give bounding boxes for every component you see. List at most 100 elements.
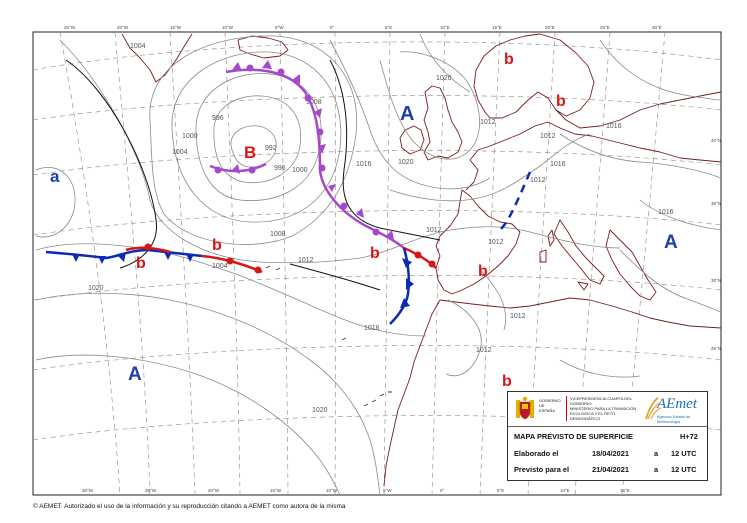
lead-time: H+72: [680, 432, 698, 441]
isobar-label: 1008: [270, 231, 286, 238]
isobar-label: 1020: [436, 75, 452, 82]
warm-front-atlantic: [125, 243, 263, 274]
lon-label-top: 10°W: [222, 25, 234, 30]
ministry-label: VICEPRESIDENCIA CUARTA DEL GOBIERNO MINI…: [566, 396, 642, 421]
isobar-1020-c: [35, 167, 76, 238]
lon-label-top: 30°E: [652, 25, 662, 30]
lon-label-top: 20°E: [545, 25, 555, 30]
lon-label-bottom: 15°E: [620, 488, 630, 493]
ministry-name-label: MINISTERIO PARA LA TRANSICIÓN ECOLÓGICA …: [570, 406, 637, 421]
valid-date: 21/04/2021: [592, 465, 629, 474]
graticule-labels: 25°W 20°W 15°W 10°W 5°W 0° 5°E 10°E 15°E…: [64, 25, 721, 493]
lon-label-bottom: 15°W: [270, 488, 282, 493]
isobar-1024: [35, 354, 341, 496]
lon-label-top: 0°: [330, 25, 335, 30]
copyright-notice: © AEMET. Autorizado el uso de la informa…: [33, 503, 346, 510]
lon-label-top: 10°E: [440, 25, 450, 30]
isobar-label: 1016: [658, 209, 674, 216]
isobar-1020-b: [379, 51, 480, 160]
isobar-1020-d: [619, 249, 722, 313]
isobar-label: 1012: [476, 347, 492, 354]
isobar-outer-ne: [599, 39, 722, 101]
isobar-label: 1016: [356, 161, 372, 168]
issued-time: 12 UTC: [671, 449, 697, 458]
isobar-1020: [35, 292, 381, 496]
weak-low-label: b: [478, 263, 488, 280]
isobar-outer-e: [639, 199, 722, 231]
isobar-label: 1016: [606, 123, 622, 130]
lon-label-bottom: 0°: [440, 488, 445, 493]
spain-coat-of-arms-icon: [516, 396, 534, 420]
lat-label-right: 30°N: [711, 278, 721, 283]
isobar-label: 1020: [88, 285, 104, 292]
isobar-label: 996: [274, 165, 286, 172]
lon-label-bottom: 20°W: [208, 488, 220, 493]
lon-label-bottom: 5°E: [497, 488, 504, 493]
africa-coast: [439, 297, 722, 329]
lat-label-right: 35°N: [711, 201, 721, 206]
isobar-1004: [171, 51, 342, 223]
west-africa-coast: [383, 299, 441, 487]
isobar-992: [230, 125, 277, 168]
isobar-label: 996: [212, 115, 224, 122]
isobar-label: 1012: [426, 227, 442, 234]
balkan-coast: [605, 229, 657, 301]
canary-islands: [363, 391, 392, 407]
isobar-label: 1012: [488, 239, 504, 246]
government-label: GOBIERNO DE ESPAÑA: [539, 398, 561, 413]
low-center-label: B: [244, 143, 256, 162]
isobar-1016-b: [329, 39, 491, 190]
trough-line: [499, 171, 532, 231]
lon-label-top: 15°W: [170, 25, 182, 30]
weak-low-label: b: [136, 255, 146, 272]
coastlines: [121, 33, 722, 487]
isobar-label: 1020: [398, 159, 414, 166]
isobar-label: 1012: [480, 119, 496, 126]
valid-time: 12 UTC: [671, 465, 697, 474]
cold-front-iberia: [389, 247, 414, 325]
isobar-label: 1012: [510, 313, 526, 320]
lon-label-bottom: 10°E: [560, 488, 570, 493]
isobar-label: 1012: [298, 257, 314, 264]
isobar-outer-n: [419, 33, 471, 93]
weak-low-label: b: [504, 51, 514, 68]
isobar-1012: [59, 39, 621, 264]
aemet-logo-icon: [645, 397, 662, 420]
map-title: MAPA PREVISTO DE SUPERFICIE: [514, 432, 633, 441]
iberia-coast: [435, 189, 521, 295]
isobar-label: 1004: [212, 263, 228, 270]
isobar-996: [213, 95, 302, 184]
scandinavia-coast: [473, 33, 595, 119]
lon-label-top: 15°E: [492, 25, 502, 30]
isobar-label: 1004: [130, 43, 146, 50]
mediterranean-islands: [539, 229, 589, 291]
pressure-systems: B A A A a b b b b b b b: [50, 51, 678, 390]
lon-label-top: 25°W: [64, 25, 76, 30]
isobar-1012-c: [445, 299, 482, 376]
warm-front-iberia: [403, 246, 437, 269]
valid-at: a: [654, 465, 659, 474]
isobar-label: 1000: [182, 133, 198, 140]
isobar-1012-bold: [65, 59, 157, 269]
madeira: [341, 337, 347, 341]
high-center-label: A: [664, 232, 678, 253]
occluded-front: [209, 60, 405, 249]
ministry-top-label: VICEPRESIDENCIA CUARTA DEL GOBIERNO: [570, 396, 632, 406]
isobar-label: 1016: [364, 325, 380, 332]
isobar-1012-bold-c: [289, 263, 381, 291]
baltic-coast: [555, 91, 722, 129]
isobar-1012-bold-b: [329, 59, 441, 241]
issued-label: Elaborado el: [514, 449, 559, 458]
lon-label-bottom: 25°W: [145, 488, 157, 493]
weak-low-label: b: [502, 373, 512, 390]
isobar-label: 1008: [306, 99, 322, 106]
britain-coast: [423, 85, 463, 161]
lon-label-top: 20°W: [117, 25, 129, 30]
isobar-1012-d: [479, 269, 507, 331]
isobar-label: 1020: [312, 407, 328, 414]
lon-label-bottom: 30°W: [82, 488, 94, 493]
weak-high-label: a: [50, 167, 60, 186]
cold-front-atlantic: [45, 248, 203, 264]
isobar-outer-se: [559, 359, 641, 378]
